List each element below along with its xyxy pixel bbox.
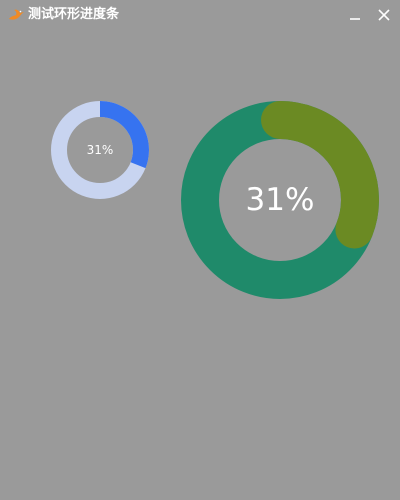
- window-title: 测试环形进度条: [28, 7, 120, 22]
- ring-progress-small: 31%: [50, 100, 150, 200]
- ring-progress-arc: [51, 101, 149, 199]
- close-button[interactable]: [373, 4, 395, 26]
- minimize-button[interactable]: [344, 4, 366, 26]
- ring-progress-label: 31%: [245, 182, 315, 218]
- ring-progress-large-graphic: [181, 101, 379, 299]
- ring-progress-small-graphic: [51, 101, 149, 199]
- title-bar[interactable]: 测试环形进度条: [0, 0, 400, 30]
- minimize-icon: [350, 18, 360, 20]
- ring-progress-arc: [181, 101, 379, 299]
- close-icon: [378, 9, 390, 21]
- ring-progress-large: 31%: [180, 100, 380, 300]
- ring-progress-label: 31%: [86, 143, 114, 157]
- bird-logo-icon: [9, 9, 24, 20]
